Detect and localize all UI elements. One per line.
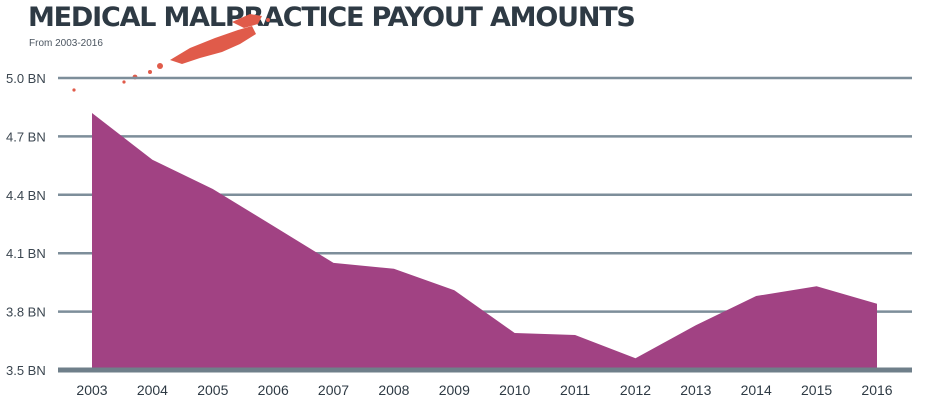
x-tick-label: 2011	[560, 382, 590, 398]
x-tick-label: 2007	[318, 382, 349, 398]
x-tick-label: 2012	[620, 382, 651, 398]
y-tick-label: 3.5 BN	[6, 363, 46, 378]
chart-subtitle: From 2003-2016	[29, 38, 103, 49]
x-tick-label: 2006	[258, 382, 289, 398]
y-tick-label: 3.8 BN	[6, 305, 46, 320]
x-tick-label: 2014	[741, 382, 772, 398]
x-tick-label: 2015	[801, 382, 832, 398]
x-tick-label: 2008	[378, 382, 409, 398]
splatter-decoration	[72, 14, 270, 92]
y-tick-label: 4.4 BN	[6, 188, 46, 203]
x-tick-label: 2010	[499, 382, 530, 398]
x-tick-label: 2004	[137, 382, 168, 398]
payout-area-series	[92, 113, 877, 370]
x-tick-label: 2003	[76, 382, 107, 398]
x-tick-label: 2016	[861, 382, 892, 398]
y-tick-label: 4.7 BN	[6, 129, 46, 144]
chart-title: MEDICAL MALPRACTICE PAYOUT AMOUNTS	[28, 2, 636, 33]
x-tick-label: 2013	[680, 382, 711, 398]
x-tick-label: 2009	[439, 382, 470, 398]
y-tick-label: 4.1 BN	[6, 246, 46, 261]
x-tick-label: 2005	[197, 382, 228, 398]
y-tick-label: 5.0 BN	[6, 71, 46, 86]
